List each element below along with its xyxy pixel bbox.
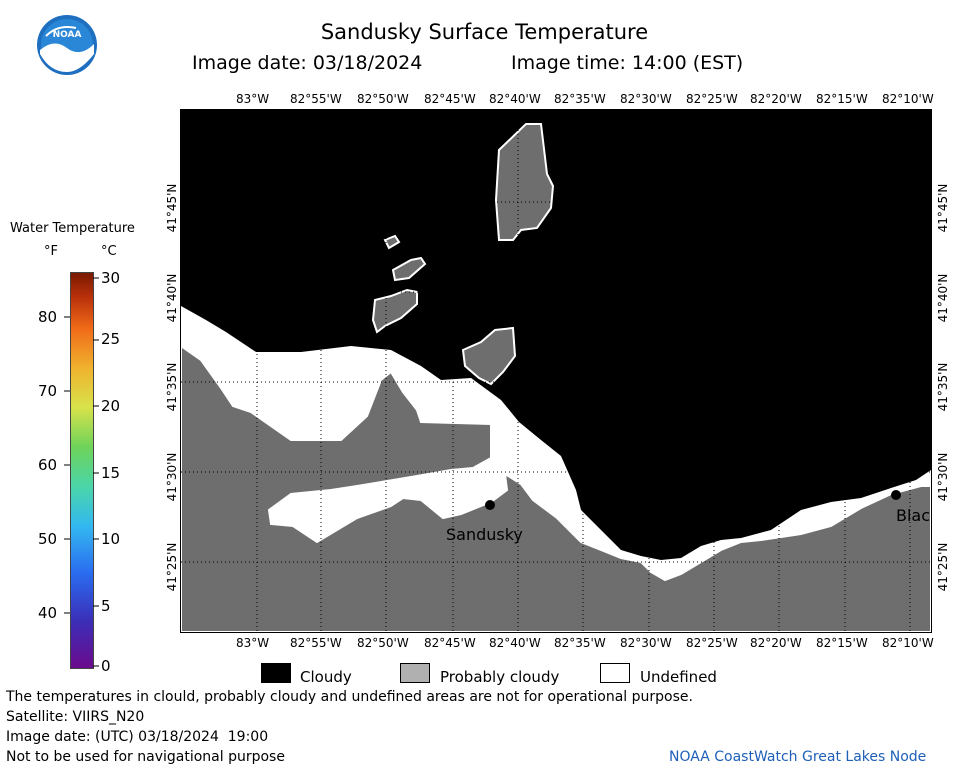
probably-cloudy-island-5 [461,326,517,386]
probably-cloudy-island-1 [494,123,555,241]
nav-warning-text: Not to be used for navigational purpose [6,749,285,765]
lat-right-2: 41°35'N [936,362,950,412]
land-region [181,344,931,632]
noaa-logo-text: NOAA [52,30,82,40]
lon-top-4: 82°40'W [489,92,541,106]
legend-label-cloudy: Cloudy [300,668,352,686]
c-tick-20: 20 [101,397,121,415]
colorbar-unit-c: °C [101,244,117,259]
noaa-logo: NOAA [36,14,98,76]
place-label-sandusky: Sandusky [446,525,523,544]
colorbar-unit-f: °F [44,244,58,259]
image-date: Image date: 03/18/2024 [192,52,423,74]
place-label-blac: Blac [896,506,931,525]
lon-top-0: 83°W [236,92,270,106]
c-tick-25: 25 [101,330,121,348]
c-tick-15: 15 [101,464,121,482]
lon-bot-7: 82°25'W [686,636,738,650]
page-title: Sandusky Surface Temperature [320,20,649,44]
legend-swatch-cloudy [261,663,291,683]
lat-left-2: 41°35'N [165,362,179,412]
lon-bot-3: 82°45'W [424,636,476,650]
lat-right-3: 41°30'N [936,452,950,502]
lon-bot-0: 83°W [236,636,270,650]
lon-bot-1: 82°55'W [290,636,342,650]
c-tick-10: 10 [101,530,121,548]
c-tick-5: 5 [101,597,111,615]
legend-swatch-undefined [600,663,630,683]
lon-bot-4: 82°40'W [489,636,541,650]
credit-link[interactable]: NOAA CoastWatch Great Lakes Node [669,749,927,765]
lon-labels-bottom: 83°W 82°55'W 82°50'W 82°45'W 82°40'W 82°… [0,636,969,652]
f-tick-50: 50 [38,530,58,548]
lat-left-3: 41°30'N [165,452,179,502]
probably-cloudy-island-4 [371,288,418,334]
f-tick-60: 60 [38,456,58,474]
utc-date-text: Image date: (UTC) 03/18/2024 19:00 [6,729,269,745]
map-frame: Sandusky Blac [180,109,932,633]
lat-left-4: 41°25'N [165,542,179,592]
blac-marker [891,490,901,500]
map-canvas [181,110,931,632]
colorbar-tick-marks [64,277,99,667]
lon-top-6: 82°30'W [620,92,672,106]
lon-bot-8: 82°20'W [750,636,802,650]
lon-top-2: 82°50'W [357,92,409,106]
colorbar [70,272,94,669]
lon-top-9: 82°15'W [816,92,868,106]
legend-swatch-probably-cloudy [400,663,430,683]
lat-right-4: 41°25'N [936,542,950,592]
lon-top-3: 82°45'W [424,92,476,106]
lon-top-5: 82°35'W [554,92,606,106]
f-tick-80: 80 [38,308,58,326]
c-tick-30: 30 [101,269,121,287]
lon-top-10: 82°10'W [882,92,934,106]
lat-left-1: 41°40'N [165,273,179,323]
lat-right-1: 41°40'N [936,273,950,323]
probably-cloudy-island-2 [383,234,401,250]
lon-bot-6: 82°30'W [620,636,672,650]
legend-label-probably-cloudy: Probably cloudy [440,668,560,686]
lon-bot-2: 82°50'W [357,636,409,650]
f-tick-40: 40 [38,604,58,622]
lon-top-7: 82°25'W [686,92,738,106]
graticule [181,110,931,632]
lon-labels-top: 83°W 82°55'W 82°50'W 82°45'W 82°40'W 82°… [0,92,969,108]
lat-left-0: 41°45'N [165,183,179,233]
image-time: Image time: 14:00 (EST) [511,52,744,74]
disclaimer-text: The temperatures in clould, probably clo… [6,689,693,705]
satellite-text: Satellite: VIIRS_N20 [6,709,145,725]
lon-top-1: 82°55'W [290,92,342,106]
lon-top-8: 82°20'W [750,92,802,106]
f-tick-70: 70 [38,382,58,400]
legend-label-undefined: Undefined [640,668,717,686]
lon-bot-5: 82°35'W [554,636,606,650]
sandusky-marker [485,500,495,510]
c-tick-0: 0 [101,657,111,675]
lon-bot-9: 82°15'W [816,636,868,650]
probably-cloudy-island-3 [391,256,427,282]
lon-bot-10: 82°10'W [882,636,934,650]
lat-right-0: 41°45'N [936,183,950,233]
colorbar-title: Water Temperature [10,221,135,236]
